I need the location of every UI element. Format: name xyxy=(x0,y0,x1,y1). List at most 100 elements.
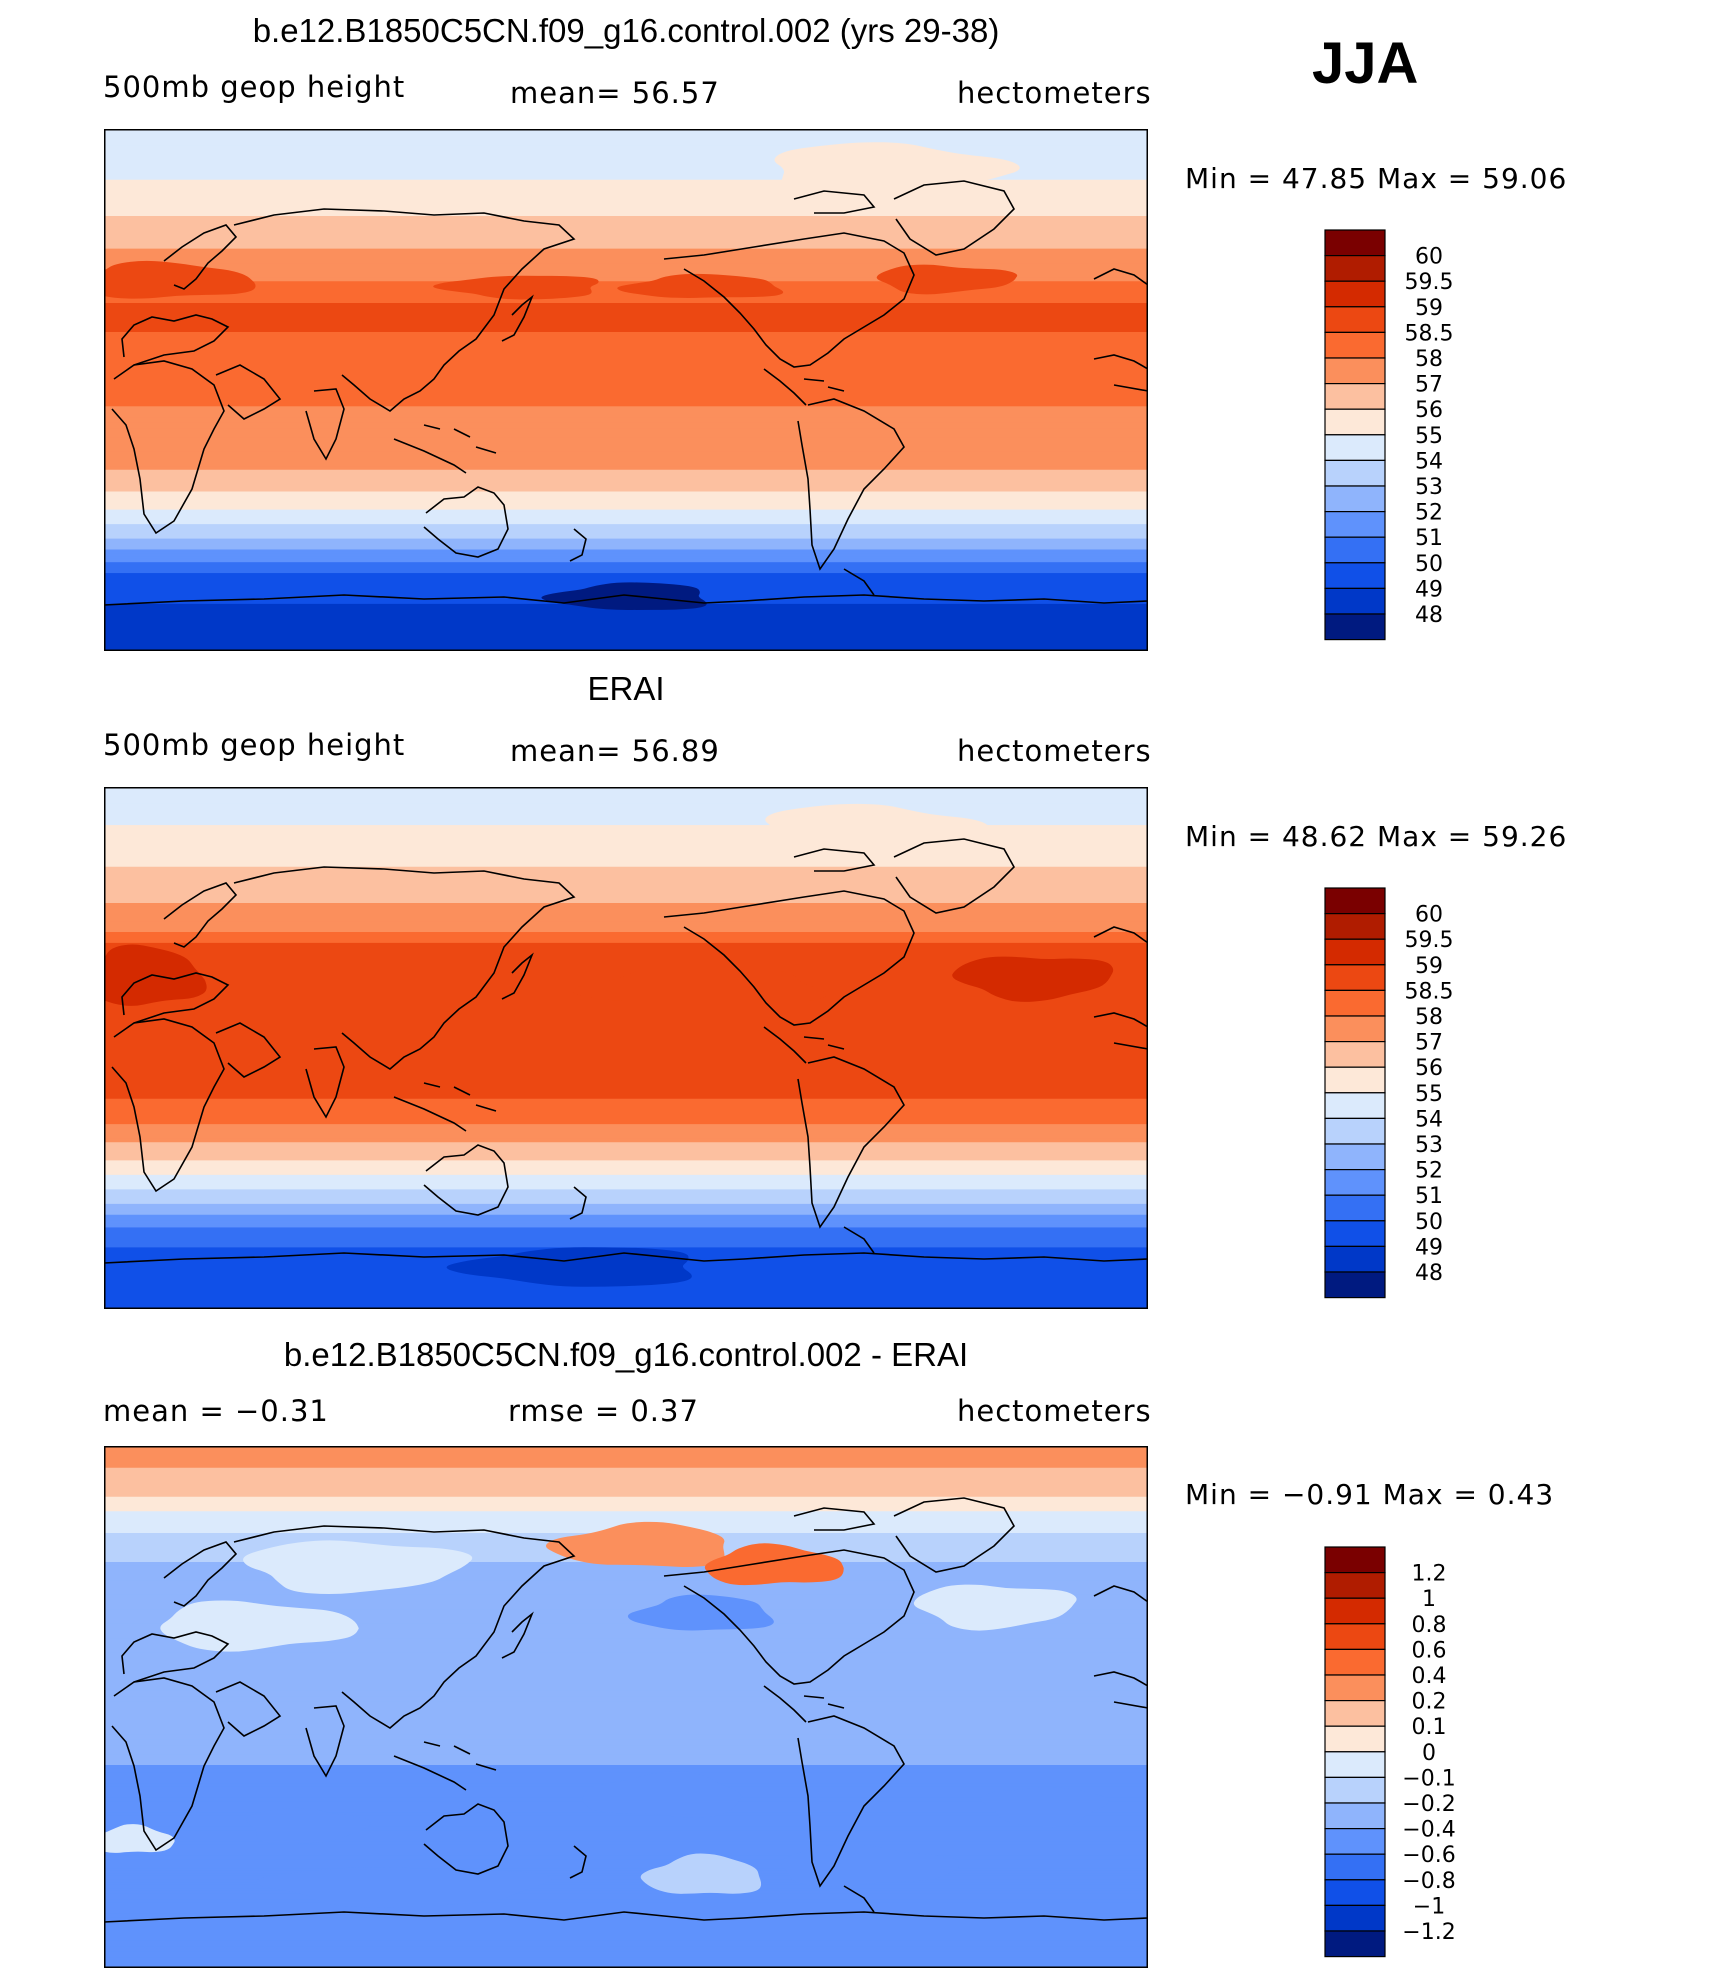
band-cell xyxy=(104,1833,1148,1839)
panel-3-colorbar-swatch xyxy=(1324,1725,1386,1753)
band-cell xyxy=(104,1174,1148,1180)
band-cell xyxy=(104,1580,1148,1585)
band-cell xyxy=(104,448,1148,453)
arctic-region xyxy=(765,803,993,849)
panel-3-colorbar-swatch xyxy=(1324,1546,1386,1574)
panel-2-min-max: Min = 48.62 Max = 59.26 xyxy=(1185,820,1568,853)
panel-3-colorbar-tick-label: −0.2 xyxy=(1402,1792,1455,1817)
band-cell xyxy=(104,1888,1148,1891)
coastline xyxy=(793,848,876,872)
panel-2-colorbar-tick-label: 55 xyxy=(1415,1082,1443,1107)
band-cell xyxy=(104,469,1148,474)
panel-2-colorbar-swatch xyxy=(1324,1066,1386,1094)
panel-2-colorbar-tick-label: 54 xyxy=(1415,1107,1443,1132)
band-cell xyxy=(104,506,1148,511)
panel-2-colorbar-tick-label: 50 xyxy=(1415,1210,1443,1235)
panel-2-frame xyxy=(104,787,1148,1309)
band-cell xyxy=(104,1957,1148,1964)
band-cell xyxy=(104,1142,1148,1147)
band-cell xyxy=(104,1212,1148,1216)
band-cell xyxy=(104,1891,1148,1895)
band-cell xyxy=(104,1451,1148,1458)
band-cell xyxy=(104,129,1148,136)
negative-anomaly xyxy=(627,1594,774,1631)
band-cell xyxy=(104,484,1148,489)
band-cell xyxy=(104,1935,1148,1942)
band-cell xyxy=(104,877,1148,882)
coastline xyxy=(843,568,875,596)
band-cell xyxy=(104,1298,1148,1305)
band-cell xyxy=(104,462,1148,467)
band-cell xyxy=(104,1668,1148,1675)
panel-1-colorbar-swatch xyxy=(1324,536,1386,564)
band-cell xyxy=(104,1178,1148,1183)
band-cell xyxy=(104,913,1148,919)
band-cell xyxy=(104,179,1148,184)
subtropical-high xyxy=(573,966,827,1006)
band-cell xyxy=(104,1707,1148,1714)
coastline xyxy=(111,1018,225,1193)
band-cell xyxy=(104,1712,1148,1719)
band-cell xyxy=(104,1048,1148,1055)
band-cell xyxy=(104,473,1148,478)
band-cell xyxy=(104,1940,1148,1947)
band-cell xyxy=(104,1823,1148,1828)
negative-anomaly xyxy=(781,1844,961,1887)
band-cell xyxy=(104,1243,1148,1248)
panel-1-colorbar-tick-label: 58 xyxy=(1415,347,1443,372)
band-cell xyxy=(104,1768,1148,1773)
band-cell xyxy=(104,1127,1148,1132)
panel-2-colorbar-tick-label: 58 xyxy=(1415,1005,1443,1030)
band-cell xyxy=(104,1222,1148,1225)
band-cell xyxy=(104,808,1148,815)
band-cell xyxy=(104,1881,1148,1884)
band-cell xyxy=(104,1652,1148,1657)
band-cell xyxy=(104,187,1148,192)
band-cell xyxy=(104,516,1148,522)
band-cell xyxy=(104,255,1148,261)
band-cell xyxy=(104,612,1148,619)
band-cell xyxy=(104,145,1148,152)
panel-3-rmse-label: rmse = 0.37 xyxy=(508,1394,699,1428)
band-cell xyxy=(104,1859,1148,1864)
coastline xyxy=(121,314,230,366)
coastline xyxy=(215,1681,282,1737)
band-cell xyxy=(104,1750,1148,1755)
band-cell xyxy=(104,538,1148,543)
panel-2-colorbar-tick-label: 49 xyxy=(1415,1235,1443,1260)
panel-3-min-max: Min = −0.91 Max = 0.43 xyxy=(1185,1478,1555,1511)
band-cell xyxy=(104,542,1148,547)
coastline xyxy=(305,1705,345,1778)
band-cell xyxy=(104,531,1148,536)
coastline xyxy=(569,528,587,562)
band-cell xyxy=(104,1855,1148,1860)
band-cell xyxy=(104,495,1148,500)
band-cell xyxy=(104,1504,1148,1509)
coastline xyxy=(393,1082,497,1132)
band-cell xyxy=(104,487,1148,493)
band-cell xyxy=(104,328,1148,333)
band-cell xyxy=(104,324,1148,329)
coastline xyxy=(305,388,345,461)
band-cell xyxy=(104,212,1148,217)
coastline xyxy=(843,1885,875,1913)
band-cell xyxy=(104,1601,1148,1607)
band-cell xyxy=(104,1645,1148,1650)
band-cell xyxy=(104,946,1148,951)
band-cell xyxy=(104,201,1148,206)
band-cell xyxy=(104,968,1148,973)
band-cell xyxy=(104,623,1148,630)
band-cell xyxy=(104,1229,1148,1232)
band-cell xyxy=(104,306,1148,311)
panel-3-colorbar-tick-label: 0 xyxy=(1422,1741,1436,1766)
band-cell xyxy=(104,1153,1148,1158)
band-cell xyxy=(104,895,1148,900)
coastline xyxy=(501,294,534,342)
band-cell xyxy=(104,848,1148,853)
near-zero-anomaly xyxy=(104,1824,176,1853)
panel-2-colorbar-swatch xyxy=(1324,913,1386,940)
panel-1-colorbar-swatch xyxy=(1324,562,1386,589)
panel-1-colorbar-tick-label: 60 xyxy=(1415,245,1443,270)
panel-2-colorbar-tick-label: 57 xyxy=(1415,1031,1443,1056)
band-cell xyxy=(104,1138,1148,1143)
